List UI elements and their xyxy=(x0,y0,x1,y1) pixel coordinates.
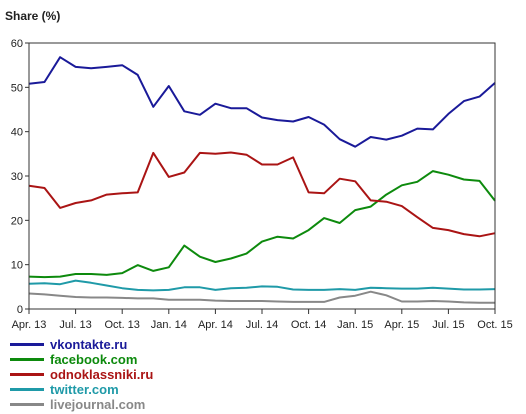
legend: vkontakte.ru facebook.com odnoklassniki.ru… xyxy=(10,337,153,412)
series-line-livejournal-com xyxy=(28,290,495,304)
x-tick-label: Oct. 14 xyxy=(291,319,326,331)
y-tick-label: 20 xyxy=(11,215,23,227)
x-ticks: Apr. 13 Jul. 13 Oct. 13 Jan. 14 Apr. 14 Jul. … xyxy=(12,309,513,331)
x-tick-label: Jul. 13 xyxy=(59,319,91,331)
series-line-vkontakte-ru xyxy=(28,56,496,148)
y-ticks: 0 10 20 30 40 50 60 xyxy=(11,38,29,316)
series-line-twitter-com xyxy=(28,279,496,292)
y-axis-label: Share (%) xyxy=(5,9,60,23)
y-tick-label: 10 xyxy=(11,260,23,272)
legend-label: facebook.com xyxy=(50,352,138,367)
legend-item: odnoklassniki.ru xyxy=(10,367,153,382)
legend-label: odnoklassniki.ru xyxy=(50,367,154,382)
x-tick-label: Apr. 15 xyxy=(384,319,419,331)
legend-item: livejournal.com xyxy=(10,397,153,412)
y-tick-label: 30 xyxy=(11,171,23,183)
legend-label: vkontakte.ru xyxy=(50,337,128,352)
series-line-odnoklassniki-ru xyxy=(28,151,496,238)
legend-swatch xyxy=(10,388,44,391)
series-line-facebook-com xyxy=(28,170,496,279)
legend-item: vkontakte.ru xyxy=(10,337,153,352)
x-tick-label: Oct. 15 xyxy=(477,319,512,331)
legend-swatch xyxy=(10,343,44,346)
series-lines xyxy=(28,56,496,304)
x-tick-label: Apr. 13 xyxy=(12,319,47,331)
plot-frame xyxy=(28,42,496,310)
legend-item: twitter.com xyxy=(10,382,153,397)
y-tick-label: 40 xyxy=(11,127,23,139)
x-tick-label: Jul. 14 xyxy=(246,319,278,331)
y-tick-label: 60 xyxy=(11,38,23,50)
legend-swatch xyxy=(10,358,44,361)
legend-label: livejournal.com xyxy=(50,397,146,412)
x-tick-label: Apr. 14 xyxy=(198,319,233,331)
x-tick-label: Oct. 13 xyxy=(104,319,139,331)
legend-label: twitter.com xyxy=(50,382,119,397)
legend-swatch xyxy=(10,403,44,406)
x-tick-label: Jan. 14 xyxy=(151,319,187,331)
legend-item: facebook.com xyxy=(10,352,153,367)
legend-swatch xyxy=(10,373,44,376)
x-tick-label: Jan. 15 xyxy=(337,319,373,331)
y-tick-label: 50 xyxy=(11,82,23,94)
x-tick-label: Jul. 15 xyxy=(432,319,464,331)
y-tick-label: 0 xyxy=(17,304,23,316)
